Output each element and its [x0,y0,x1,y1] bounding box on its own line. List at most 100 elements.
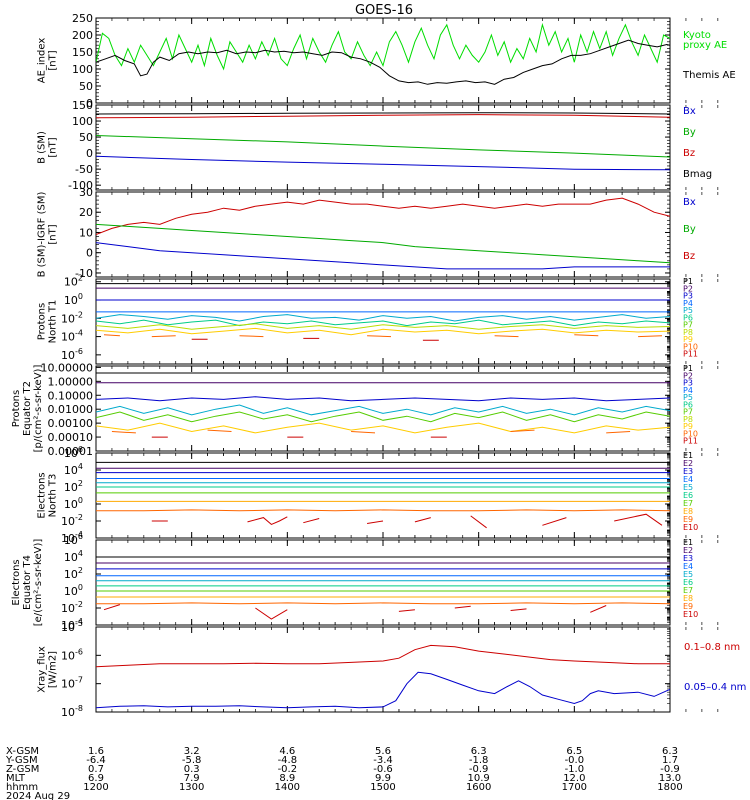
x-row-label: Z-GSM [6,764,39,775]
legend-entry: E8 [683,507,693,516]
panel-frame [95,17,671,104]
series-line-p7 [96,411,670,423]
y-tick-label: 104 [64,549,83,564]
y-tick-label: 0.10000 [48,389,94,402]
panel-bsm: -100 -50 0 50 100 150 B (SM) [nT] Bx By Bz Bmag [37,99,719,192]
x-row-label: MLT [6,773,26,784]
x-row-label: Y-GSM [5,755,38,766]
series-line-bx [96,155,670,171]
y-tick-label: 100 [64,496,83,511]
legend-entry: E4 [683,475,693,484]
legend-entry: P4 [683,299,693,308]
y-tick-label: 10.00000 [41,361,94,374]
series-segment [247,516,288,525]
legend-entry: By [683,224,696,235]
series-segment [590,605,607,613]
x-tick-value: 1400 [275,782,300,793]
y-tick-label: 150 [72,46,93,59]
legend-entry: P4 [683,386,693,395]
x-tick-value: 10.9 [468,773,490,784]
series-line-e9 [96,602,670,605]
legend-entry: P8 [683,415,693,424]
legend-entry: P11 [683,437,698,446]
x-tick-value: 6.9 [88,773,104,784]
legend-entry: E6 [683,491,693,500]
chart-title: GOES-16 [355,3,413,18]
legend-entry: E7 [683,499,693,508]
series-segment [510,429,535,432]
series-segment [103,604,121,611]
y-axis-label: Electrons [11,559,22,605]
x-tick-value: 9.9 [375,773,391,784]
y-tick-label: 1.00000 [48,375,94,388]
y-tick-label: 100 [72,115,93,128]
y-tick-label: 106 [64,445,83,460]
y-axis-label: Protons [37,303,48,340]
series-segment [111,431,136,434]
legend-entry: E10 [683,523,698,532]
y-tick-label: 102 [64,479,83,494]
y-tick-label: -50 [75,163,93,176]
y-tick-label: 10-4 [61,329,83,344]
y-axis-label: [nT] [48,50,59,70]
x-tick-value: 1200 [83,782,108,793]
y-tick-label: 0 [86,147,93,160]
y-tick-label: 10-4 [61,617,83,632]
y-axis-label: Xray_flux [37,646,48,693]
y-tick-label: 102 [64,274,83,289]
legend-entry: P9 [683,422,693,431]
panel-bigrf: -10 0 10 20 30 B (SM)-IGRF (SM) [nT] Bx By Bz [37,186,719,280]
series-line-p6 [96,319,670,327]
panel-pe: 0.000010.000100.001000.010000.100001.000… [11,361,719,458]
legend-entry: P3 [683,292,693,301]
y-tick-label: 10 [79,226,93,239]
x-tick-value: 6.5 [566,746,582,757]
series-segment [207,429,232,432]
y-tick-label: 50 [79,131,93,144]
x-tick-value: 8.9 [279,773,295,784]
legend-entry: P3 [683,379,693,388]
y-tick-label: 104 [64,462,83,477]
legend-entry: Kyoto [683,30,711,41]
legend-entry: Bmag [683,169,712,180]
y-axis-label: Electrons [37,472,48,518]
series-group [96,556,670,620]
series-group [96,644,670,709]
legend-entry: proxy AE [683,40,727,51]
y-tick-label: -100 [68,179,93,192]
y-tick-label: 10-2 [61,600,83,615]
series-segment [367,520,384,524]
x-tick-value: 1800 [657,782,682,793]
series-line-0-05-0-4-nm [96,671,670,709]
x-tick-value: -1.0 [565,764,585,775]
legend-entry: P1 [683,277,693,286]
y-axis-label: [nT] [48,224,59,244]
series-group [96,112,670,171]
y-tick-label: 10-5 [61,619,83,634]
y-axis-label: AE_index [37,38,48,84]
series-group [96,283,670,341]
series-line-p5 [96,404,670,416]
x-axis-table: X-GSM 1.6 3.2 4.6 5.6 6.3 6.5 6.3 Y-GSM -6.4 -5.8 -… [5,746,683,800]
x-tick-value: 13.0 [659,773,681,784]
series-line-bz [96,114,670,119]
series-group [96,197,670,270]
x-tick-value: -0.6 [373,764,393,775]
x-tick-value: -1.8 [469,755,489,766]
x-tick-value: 6.3 [662,746,678,757]
x-tick-value: 7.9 [184,773,200,784]
series-line-p3 [96,396,670,402]
y-tick-label: 50 [79,80,93,93]
panel-ee: 10-4 10-2 100 102 104 106 Electrons Equator T4[… [11,532,719,632]
series-line-p8 [96,323,670,330]
series-segment [494,335,519,338]
y-axis-label: North T3 [48,474,59,518]
y-tick-label: 10-8 [61,704,83,719]
legend-entry: Bz [683,148,695,159]
series-line-bz [96,197,670,235]
x-tick-value: 0.7 [88,764,104,775]
series-line-p9 [96,327,670,336]
